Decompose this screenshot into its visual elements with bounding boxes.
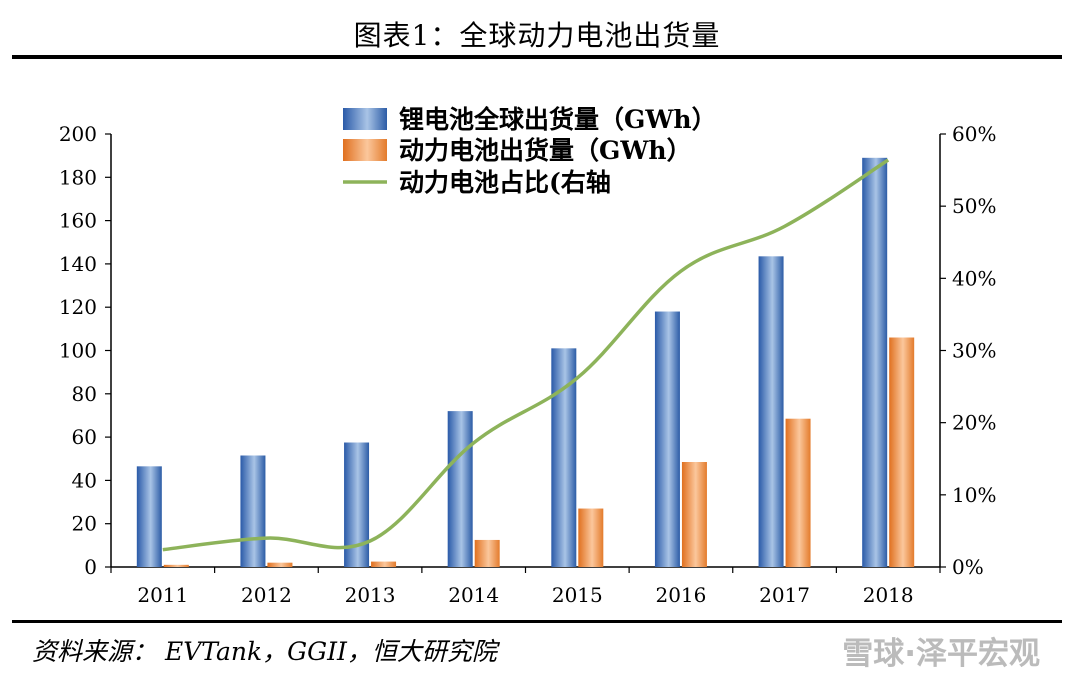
y-left-tick-label: 20 [72, 512, 97, 536]
y-right-tick-label: 50% [952, 194, 996, 218]
x-tick-label: 2014 [448, 583, 499, 607]
legend: 锂电池全球出货量（GWh）动力电池出货量（GWh） 动力电池占比(右轴 [343, 105, 717, 197]
y-right-tick-label: 60% [952, 122, 996, 146]
y-left-tick-label: 100 [59, 339, 97, 363]
bar-power-battery [163, 564, 189, 567]
y-right-tick-label: 30% [952, 339, 996, 363]
y-right-tick-label: 20% [952, 411, 996, 435]
chart-title: 图表1：全球动力电池出货量 [353, 19, 721, 52]
y-left-tick-label: 140 [59, 252, 97, 276]
bar-power-battery [267, 562, 293, 567]
x-tick-label: 2015 [552, 583, 603, 607]
y-left-tick-label: 120 [59, 295, 97, 319]
y-left-tick-label: 180 [59, 165, 97, 189]
bar-power-battery [681, 461, 707, 567]
y-right-tick-label: 40% [952, 266, 996, 290]
x-tick-label: 2011 [137, 583, 188, 607]
bar-power-battery [578, 508, 604, 567]
y-right-tick-label: 10% [952, 483, 996, 507]
bar-lithium-total [654, 311, 680, 567]
y-left-tick-label: 0 [84, 555, 97, 579]
bar-lithium-total [551, 348, 577, 567]
bar-lithium-total [240, 455, 266, 567]
legend-label: 锂电池全球出货量（GWh） [399, 105, 717, 134]
bars [136, 157, 915, 567]
x-tick-label: 2018 [863, 583, 914, 607]
x-tick-label: 2016 [655, 583, 706, 607]
bar-power-battery [785, 418, 811, 567]
bar-power-battery [889, 337, 915, 567]
y-left-tick-label: 60 [72, 425, 97, 449]
bar-power-battery [474, 539, 500, 567]
bar-lithium-total [758, 256, 784, 567]
y-left-tick-label: 160 [59, 209, 97, 233]
axes: 0 20 40 60 80 100 120 140 160 180 200 0% 10% 20% 30% 40… [59, 122, 997, 607]
legend-swatch-power [343, 139, 387, 161]
watermark: 雪球·泽平宏观 [842, 636, 1040, 672]
y-left-tick-label: 200 [59, 122, 97, 146]
y-right-tick-label: 0% [952, 555, 984, 579]
bottom-rule [12, 620, 1062, 623]
top-rule [12, 55, 1062, 59]
series-line-power-share [162, 158, 890, 552]
y-left-tick-label: 40 [72, 468, 97, 492]
x-tick-label: 2017 [759, 583, 810, 607]
legend-label: 动力电池占比(右轴 [399, 168, 611, 197]
bar-power-battery [371, 561, 397, 567]
share-line [162, 158, 890, 552]
x-tick-label: 2012 [241, 583, 292, 607]
bar-lithium-total [862, 157, 888, 567]
bar-lithium-total [447, 411, 473, 567]
x-tick-label: 2013 [345, 583, 396, 607]
legend-label: 动力电池出货量（GWh） [399, 136, 692, 165]
y-left-tick-label: 80 [72, 382, 97, 406]
legend-swatch-lithium [343, 108, 387, 130]
source-note: 资料来源： EVTank，GGII，恒大研究院 [32, 637, 497, 666]
bar-lithium-total [136, 466, 162, 567]
